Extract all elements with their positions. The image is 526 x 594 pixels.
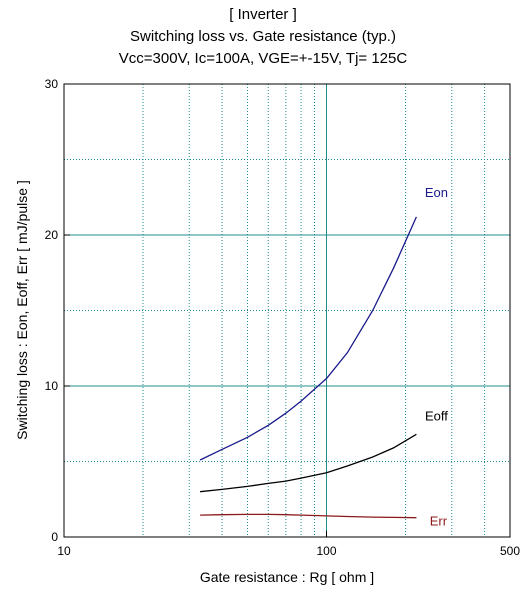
chart-title-line-2: Switching loss vs. Gate resistance (typ.… bbox=[130, 28, 396, 45]
y-axis-label: Switching loss : Eon, Eoff, Err [ mJ/pul… bbox=[14, 180, 30, 440]
chart-title-line-3: Vcc=300V, Ic=100A, VGE=+-15V, Tj= 125C bbox=[118, 50, 408, 67]
series-label-eon: Eon bbox=[425, 185, 448, 200]
x-tick-label: 10 bbox=[57, 544, 71, 558]
chart-title-line-1: [ Inverter ] bbox=[229, 6, 297, 23]
series-line-eon bbox=[199, 216, 417, 461]
y-tick-label: 10 bbox=[45, 379, 59, 393]
y-tick-label: 20 bbox=[45, 228, 59, 242]
series-line-err bbox=[200, 513, 417, 519]
series-label-err: Err bbox=[430, 514, 448, 529]
y-tick-label: 30 bbox=[45, 77, 59, 91]
x-tick-label: 100 bbox=[316, 544, 336, 558]
series-label-eoff: Eoff bbox=[425, 408, 448, 423]
series-line-eoff bbox=[200, 433, 417, 493]
plot-frame bbox=[63, 83, 511, 538]
y-tick-label: 0 bbox=[51, 530, 58, 544]
x-tick-label: 500 bbox=[500, 544, 520, 558]
x-axis-label: Gate resistance : Rg [ ohm ] bbox=[199, 569, 375, 585]
